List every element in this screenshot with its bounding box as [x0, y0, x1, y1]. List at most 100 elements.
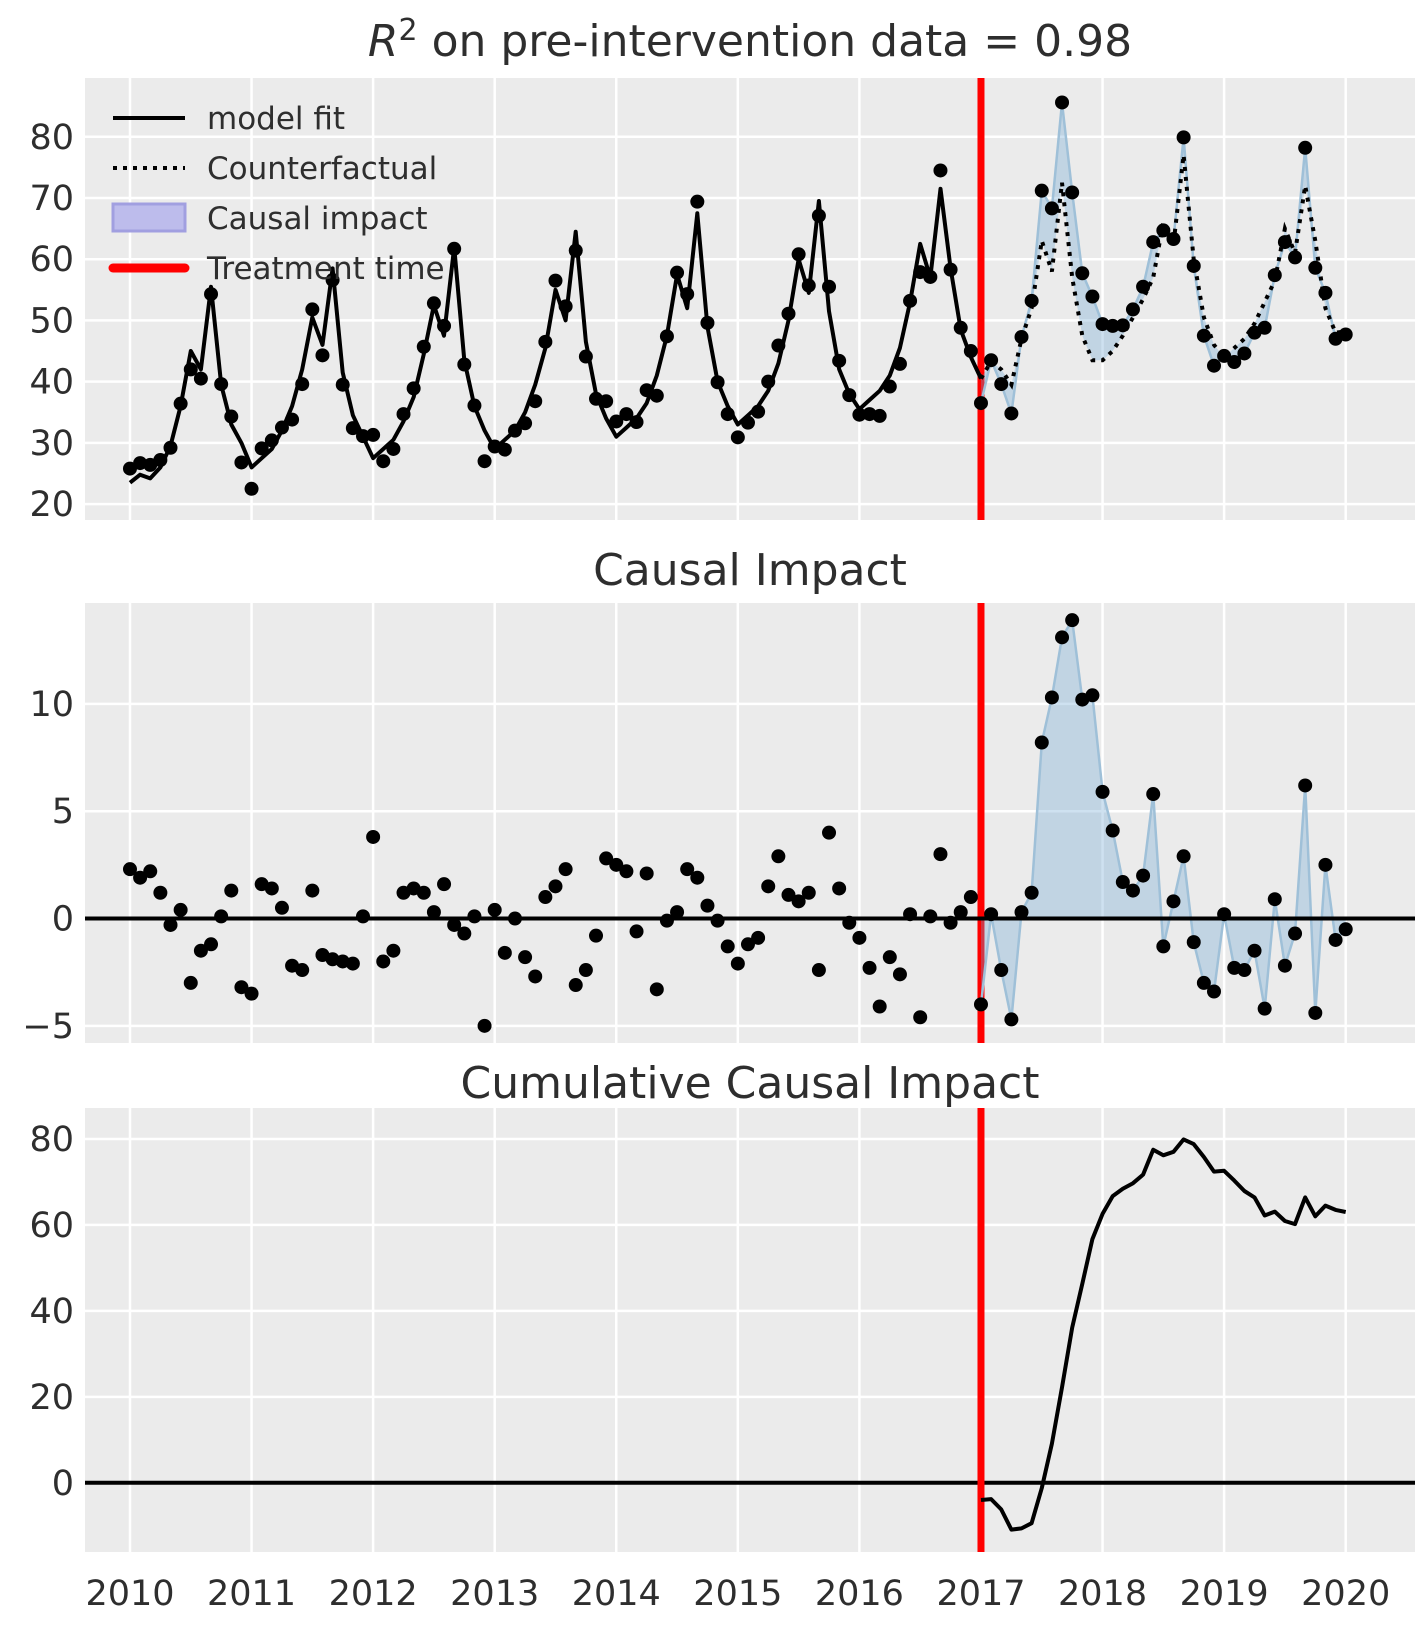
observed-point — [1196, 328, 1211, 343]
observed-point — [973, 396, 988, 411]
pointwise-effect-point — [173, 902, 188, 917]
pointwise-effect-point — [1156, 939, 1171, 954]
observed-point — [315, 348, 330, 363]
legend-label: Counterfactual — [207, 151, 437, 187]
pointwise-effect-point — [649, 982, 664, 997]
pointwise-effect-point — [1308, 1005, 1323, 1020]
x-tick-label: 2012 — [329, 1574, 418, 1614]
pointwise-effect-point — [437, 877, 452, 892]
pointwise-effect-point — [568, 978, 583, 993]
pointwise-effect-point — [193, 943, 208, 958]
pointwise-effect-point — [1186, 935, 1201, 950]
observed-point — [1004, 406, 1019, 421]
bottom-title: Cumulative Causal Impact — [461, 1058, 1040, 1109]
observed-point — [730, 430, 745, 445]
observed-point — [761, 374, 776, 389]
observed-point — [1237, 346, 1252, 361]
pointwise-effect-point — [1288, 926, 1303, 941]
pointwise-effect-point — [1044, 690, 1059, 705]
observed-point — [771, 338, 786, 353]
pointwise-effect-point — [720, 939, 735, 954]
observed-point — [1166, 232, 1181, 247]
observed-point — [204, 287, 219, 302]
pointwise-effect-point — [1125, 883, 1140, 898]
pointwise-effect-point — [1217, 907, 1232, 922]
pointwise-effect-point — [497, 945, 512, 960]
pointwise-effect-point — [1115, 875, 1130, 890]
pointwise-effect-point — [122, 862, 137, 877]
y-tick-label: 5 — [52, 792, 74, 832]
observed-point — [1065, 185, 1080, 200]
pointwise-effect-point — [457, 926, 472, 941]
pointwise-effect-point — [680, 862, 695, 877]
observed-point — [801, 278, 816, 293]
observed-point — [1146, 235, 1161, 250]
pointwise-effect-point — [842, 915, 857, 930]
x-tick-label: 2018 — [1058, 1574, 1147, 1614]
observed-point — [1277, 235, 1292, 250]
observed-point — [842, 388, 857, 403]
observed-point — [609, 414, 624, 429]
observed-point — [264, 433, 279, 448]
pointwise-effect-point — [386, 943, 401, 958]
pointwise-effect-point — [771, 849, 786, 864]
pointwise-effect-point — [781, 887, 796, 902]
model-fit-line — [128, 186, 983, 485]
pointwise-effect-point — [822, 825, 837, 840]
legend-item-counterfactual: Counterfactual — [113, 151, 437, 187]
pointwise-effect-point — [872, 999, 887, 1014]
observed-point — [528, 394, 543, 409]
x-tick-label: 2010 — [85, 1574, 174, 1614]
pointwise-effect-point — [619, 864, 634, 879]
pointwise-effect-point — [1237, 963, 1252, 978]
pointwise-effect-point — [740, 937, 755, 952]
observed-point — [984, 353, 999, 368]
pointwise-effect-point — [183, 975, 198, 990]
pointwise-effect-point — [710, 913, 725, 928]
pointwise-effect-point — [811, 963, 826, 978]
observed-point — [629, 415, 644, 430]
observed-point — [599, 394, 614, 409]
observed-point — [1318, 285, 1333, 300]
x-tick-label: 2016 — [815, 1574, 904, 1614]
observed-point — [355, 429, 370, 444]
observed-point — [791, 247, 806, 262]
legend-label: Causal impact — [207, 201, 428, 237]
pointwise-effect-point — [1207, 984, 1222, 999]
observed-point — [1186, 258, 1201, 273]
observed-point — [295, 377, 310, 392]
observed-point — [244, 481, 259, 496]
observed-point — [457, 357, 472, 372]
observed-point — [345, 421, 360, 436]
observed-point — [183, 362, 198, 377]
pointwise-effect-point — [376, 954, 391, 969]
pointwise-effect-point — [629, 924, 644, 939]
pointwise-effect-point — [984, 907, 999, 922]
pointwise-effect-point — [224, 883, 239, 898]
x-tick-label: 2019 — [1180, 1574, 1269, 1614]
pointwise-effect-point — [953, 905, 968, 920]
pointwise-effect-point — [832, 881, 847, 896]
observed-point — [1217, 348, 1232, 363]
observed-point — [274, 420, 289, 435]
x-tick-label: 2017 — [936, 1574, 1025, 1614]
observed-point — [700, 315, 715, 330]
pointwise-effect-point — [659, 913, 674, 928]
observed-point — [477, 454, 492, 469]
observed-point — [1125, 302, 1140, 317]
observed-point — [447, 241, 462, 256]
observed-point — [1267, 268, 1282, 283]
pointwise-effect-point — [1004, 1012, 1019, 1027]
pointwise-effect-point — [599, 851, 614, 866]
observed-point — [518, 416, 533, 431]
observed-point — [1044, 201, 1059, 216]
y-tick-label: 50 — [29, 301, 74, 341]
observed-point — [1308, 260, 1323, 275]
pointwise-effect-point — [548, 879, 563, 894]
pointwise-effect-point — [244, 986, 259, 1001]
pointwise-effect-point — [700, 898, 715, 913]
observed-point — [740, 415, 755, 430]
pointwise-effect-point — [163, 917, 178, 932]
observed-point — [882, 379, 897, 394]
